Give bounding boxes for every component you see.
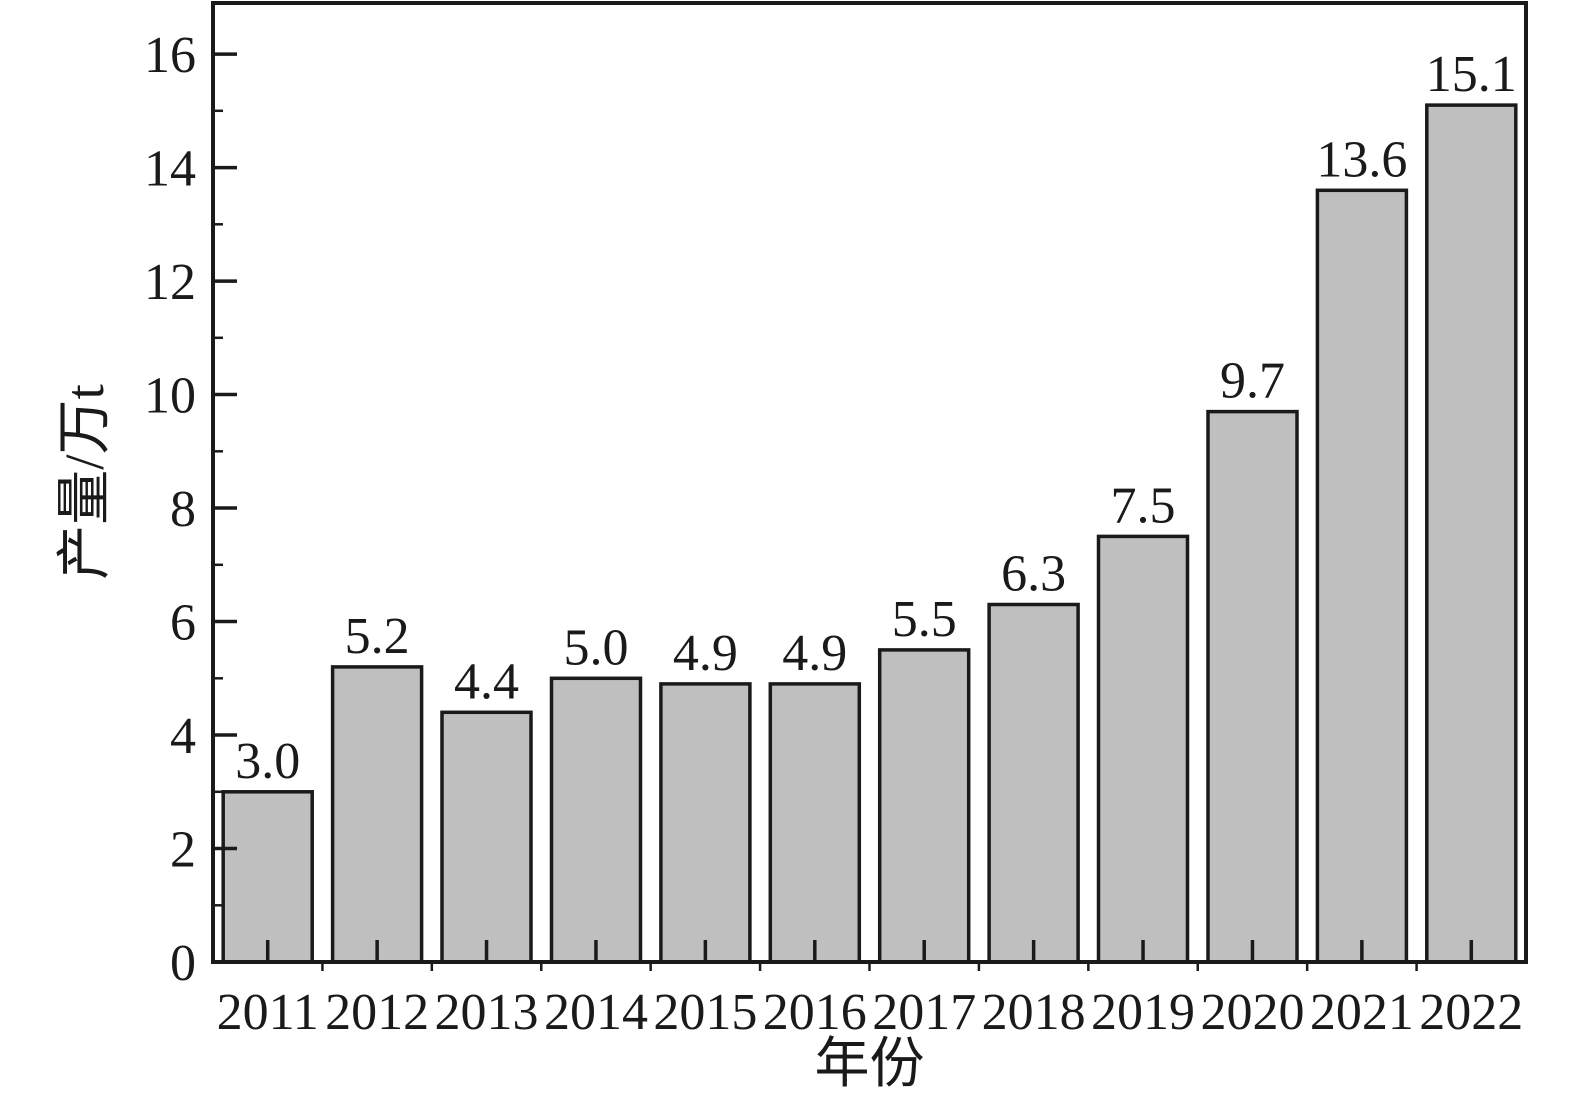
- y-tick-label: 12: [144, 254, 196, 311]
- x-tick-label: 2021: [1310, 984, 1414, 1041]
- bar-value-label: 3.0: [235, 733, 300, 790]
- bar-2022: [1425, 103, 1518, 964]
- y-tick-label: 6: [170, 595, 196, 652]
- x-tick-label: 2014: [544, 984, 648, 1041]
- y-tick-label: 16: [144, 27, 196, 84]
- bar-value-label: 13.6: [1316, 131, 1407, 188]
- bar-2021: [1315, 188, 1409, 964]
- bar-value-label: 5.2: [345, 608, 410, 665]
- bar-value-label: 7.5: [1111, 477, 1176, 534]
- bar-value-label: 5.0: [564, 619, 629, 676]
- bar-2011: [221, 790, 314, 964]
- x-tick-label: 2016: [763, 984, 867, 1041]
- bar-2013: [440, 710, 533, 964]
- x-tick-label: 2019: [1091, 984, 1195, 1041]
- x-tick-label: 2013: [435, 984, 539, 1041]
- bar-2015: [659, 682, 752, 964]
- bar-2017: [877, 648, 971, 964]
- x-tick-label: 2012: [325, 984, 429, 1041]
- y-tick-label: 8: [170, 481, 196, 538]
- bar-2019: [1096, 534, 1190, 964]
- y-tick-label: 4: [170, 708, 196, 765]
- bar-value-label: 4.9: [673, 625, 738, 682]
- x-tick-label: 2018: [982, 984, 1086, 1041]
- bar-value-label: 4.4: [454, 653, 519, 710]
- bar-value-label: 9.7: [1220, 353, 1285, 410]
- y-tick-label: 0: [170, 935, 196, 992]
- x-tick-label: 2020: [1201, 984, 1305, 1041]
- bar-value-label: 4.9: [782, 625, 847, 682]
- y-axis-title: 产量/万t: [54, 384, 115, 580]
- bar-value-label: 6.3: [1001, 546, 1066, 603]
- y-tick-label: 2: [170, 822, 196, 879]
- bar-2016: [768, 682, 862, 964]
- plot-border: [211, 1, 1528, 964]
- bar-2020: [1206, 409, 1299, 964]
- bar-value-label: 15.1: [1426, 46, 1517, 103]
- x-tick-label: 2011: [217, 984, 319, 1041]
- x-tick-label: 2015: [653, 984, 757, 1041]
- x-tick-label: 2022: [1419, 984, 1523, 1041]
- x-tick-label: 2017: [872, 984, 976, 1041]
- y-tick-label: 10: [144, 368, 196, 425]
- bar-2012: [330, 665, 424, 964]
- bar-2018: [987, 602, 1080, 964]
- bar-value-label: 5.5: [892, 591, 957, 648]
- bar-2014: [549, 676, 643, 964]
- y-tick-label: 14: [144, 141, 196, 198]
- x-axis-title: 年份: [814, 1033, 924, 1094]
